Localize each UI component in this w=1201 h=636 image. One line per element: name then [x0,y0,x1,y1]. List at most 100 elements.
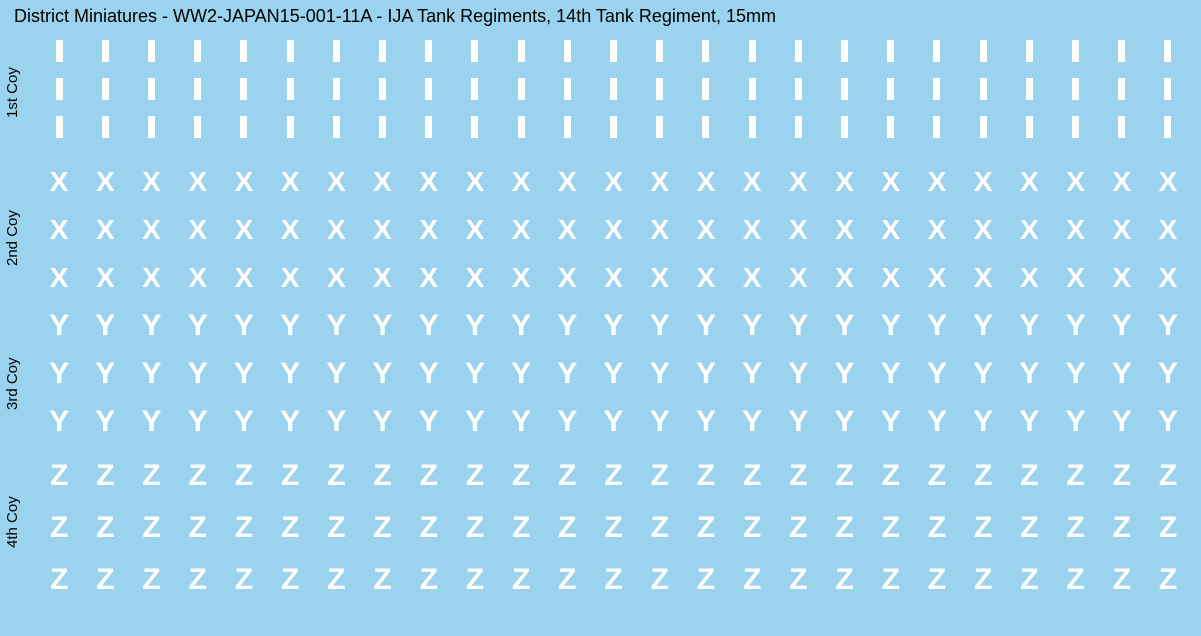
letter-symbol: X [683,262,729,294]
letter-symbol: Z [544,459,590,493]
letter-symbol: X [821,262,867,294]
letter-symbol: Z [683,511,729,545]
bar-symbol [1099,116,1145,138]
letter-symbol: Z [960,563,1006,597]
letter-symbol: X [1052,166,1098,198]
letter-symbol: X [82,262,128,294]
letter-symbol: X [821,166,867,198]
symbol-row: ZZZZZZZZZZZZZZZZZZZZZZZZZ [36,554,1191,606]
bar-symbol [729,116,775,138]
letter-symbol: Y [313,357,359,391]
letter-symbol: Y [128,309,174,343]
letter-symbol: X [498,262,544,294]
letter-symbol: Z [359,511,405,545]
letter-symbol: X [1052,262,1098,294]
letter-symbol: X [868,262,914,294]
bar-symbol [406,78,452,100]
letter-symbol: X [452,262,498,294]
bar-symbol [729,78,775,100]
letter-symbol: X [960,214,1006,246]
bar-symbol [1145,116,1191,138]
letter-symbol: Z [128,459,174,493]
letter-symbol: Z [914,459,960,493]
letter-symbol: X [267,262,313,294]
letter-symbol: Y [82,357,128,391]
letter-symbol: Y [313,309,359,343]
bar-symbol [82,78,128,100]
letter-symbol: Z [775,511,821,545]
letter-symbol: Z [313,511,359,545]
letter-symbol: Z [221,563,267,597]
letter-symbol: Z [868,459,914,493]
bar-symbol [406,116,452,138]
letter-symbol: Z [498,511,544,545]
bar-symbol [82,116,128,138]
bar-symbol [683,40,729,62]
letter-symbol: Z [683,563,729,597]
letter-symbol: Y [498,309,544,343]
letter-symbol: Y [175,309,221,343]
letter-symbol: X [729,262,775,294]
letter-symbol: Z [313,459,359,493]
letter-symbol: Z [1052,511,1098,545]
bar-symbol [960,116,1006,138]
letter-symbol: X [313,262,359,294]
letter-symbol: Y [914,405,960,439]
letter-symbol: Z [498,459,544,493]
bar-symbol [313,78,359,100]
letter-symbol: X [590,214,636,246]
letter-symbol: Z [1006,563,1052,597]
letter-symbol: Y [544,357,590,391]
letter-symbol: Y [683,357,729,391]
section-label: 2nd Coy [4,210,21,266]
letter-symbol: Z [775,459,821,493]
symbol-row: YYYYYYYYYYYYYYYYYYYYYYYYY [36,350,1191,398]
bar-symbol [1006,116,1052,138]
letter-symbol: Y [960,405,1006,439]
letter-symbol: X [544,214,590,246]
bar-symbol [498,40,544,62]
bar-symbol [1052,40,1098,62]
letter-symbol: Z [1052,459,1098,493]
letter-symbol: Z [1006,511,1052,545]
letter-symbol: X [683,166,729,198]
letter-symbol: Z [175,563,221,597]
letter-symbol: Y [1099,405,1145,439]
letter-symbol: X [914,214,960,246]
letter-symbol: Z [313,563,359,597]
letter-symbol: Y [637,357,683,391]
bar-symbol [221,40,267,62]
letter-symbol: Y [359,405,405,439]
letter-symbol: Z [821,563,867,597]
letter-symbol: Y [775,405,821,439]
symbol-row [36,70,1191,108]
letter-symbol: Z [175,511,221,545]
letter-symbol: Y [82,309,128,343]
letter-symbol: X [683,214,729,246]
letter-symbol: Y [359,357,405,391]
bar-symbol [1145,78,1191,100]
letter-symbol: Y [221,309,267,343]
letter-symbol: Y [1006,405,1052,439]
letter-symbol: X [221,214,267,246]
bar-symbol [406,40,452,62]
letter-symbol: Y [544,405,590,439]
bar-symbol [36,40,82,62]
letter-symbol: Y [359,309,405,343]
bar-symbol [128,78,174,100]
bar-symbol [452,78,498,100]
bar-symbol [590,78,636,100]
letter-symbol: Z [637,459,683,493]
letter-symbol: X [1145,214,1191,246]
letter-symbol: Z [683,459,729,493]
letter-symbol: Y [1006,309,1052,343]
bar-symbol [452,116,498,138]
bar-symbol [775,40,821,62]
letter-symbol: X [1006,214,1052,246]
bar-symbol [821,78,867,100]
bar-symbol [221,116,267,138]
symbol-row: XXXXXXXXXXXXXXXXXXXXXXXXX [36,254,1191,302]
symbol-grid [36,32,1191,146]
letter-symbol: X [960,166,1006,198]
bar-symbol [498,116,544,138]
